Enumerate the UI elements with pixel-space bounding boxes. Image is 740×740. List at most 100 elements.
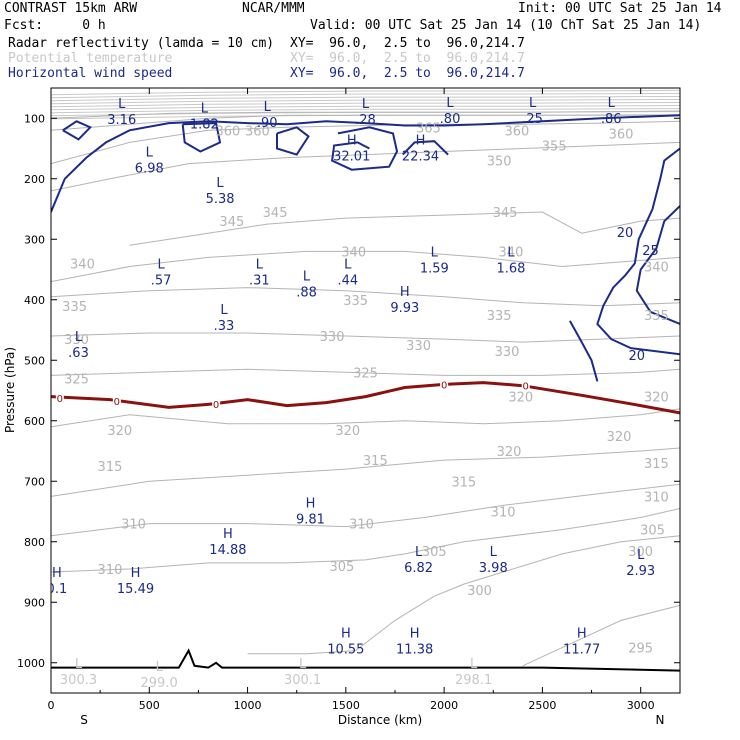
theta-label: 310 <box>98 563 123 578</box>
theta-label: 305 <box>329 560 354 575</box>
extremum-value: 0.1 <box>47 582 68 597</box>
extremum-value: .86 <box>601 112 622 127</box>
extremum-marker: H <box>410 627 420 642</box>
theta-contour-335 <box>51 287 680 307</box>
freezing-label-bg <box>112 394 121 406</box>
wind-contour-20 <box>51 114 680 213</box>
extremum-marker: H <box>306 497 316 512</box>
field-reflectivity: Radar reflectivity (lamda = 10 cm) <box>8 36 275 51</box>
theta-contour-345 <box>129 211 680 246</box>
extremum-value: 11.77 <box>563 643 600 658</box>
x-tick-label: 2500 <box>528 699 556 712</box>
theta-contour-330 <box>51 332 680 343</box>
theta-label: 335 <box>62 300 87 315</box>
extremum-marker: L <box>216 176 224 191</box>
extremum-marker: L <box>155 660 163 675</box>
theta-upper-contour <box>51 102 680 108</box>
extremum-marker: L <box>344 258 352 273</box>
theta-label: 310 <box>644 490 669 505</box>
extremum-value: 9.81 <box>296 513 325 528</box>
theta-label: 320 <box>335 424 360 439</box>
freezing-label: 0 <box>213 400 219 411</box>
theta-label: 360 <box>609 127 634 142</box>
freezing-line <box>51 381 680 415</box>
theta-label: 315 <box>644 457 669 472</box>
theta-label: 340 <box>644 260 669 275</box>
extremum-marker: L <box>264 100 272 115</box>
extremum-value: 1.68 <box>496 261 525 276</box>
plot-frame <box>50 87 681 694</box>
extremum-marker: H <box>347 134 357 149</box>
x-tick-label: 3000 <box>627 699 655 712</box>
extremum-marker: H <box>416 134 426 149</box>
extremum-value: .33 <box>214 319 235 334</box>
x-tick-label: 1500 <box>332 699 360 712</box>
extremum-marker: L <box>490 545 498 560</box>
theta-label: 365 <box>416 121 441 136</box>
freezing-label-bg <box>55 391 64 403</box>
extremum-value: 32.01 <box>333 150 370 165</box>
extremum-marker: L <box>146 146 154 161</box>
freezing-label: 0 <box>441 380 447 391</box>
extremum-value: 299.0 <box>141 676 178 691</box>
wind-label: 20 <box>617 226 634 241</box>
field-wind: Horizontal wind speed <box>8 66 173 81</box>
field-reflectivity-xy: XY= 96.0, 2.5 to 96.0,214.7 <box>290 36 525 51</box>
theta-label: 315 <box>98 460 123 475</box>
extremum-marker: H <box>400 285 410 300</box>
theta-label: 340 <box>70 257 95 272</box>
theta-contour-350 <box>51 141 680 192</box>
theta-label: 325 <box>353 366 378 381</box>
extremum-marker: L <box>470 657 478 672</box>
extremum-value: .31 <box>249 274 270 289</box>
extremum-value: .63 <box>68 346 89 361</box>
extremum-value: 22.34 <box>402 150 439 165</box>
extremum-value: 6.82 <box>404 561 433 576</box>
theta-upper-contour <box>51 89 680 96</box>
extremum-value: 1.82 <box>190 117 219 132</box>
extremum-marker: L <box>75 657 83 672</box>
center-name: NCAR/MMM <box>242 1 305 16</box>
terrain-line <box>51 648 680 672</box>
extremum-marker: L <box>529 96 537 111</box>
theta-label: 350 <box>487 155 512 170</box>
extremum-value: 9.93 <box>390 301 419 316</box>
theta-label: 310 <box>491 506 516 521</box>
field-wind-xy: XY= 96.0, 2.5 to 96.0,214.7 <box>290 66 525 81</box>
theta-label: 310 <box>121 518 146 533</box>
theta-label: 360 <box>245 124 270 139</box>
theta-upper-contour <box>51 96 680 102</box>
theta-label: 315 <box>451 475 476 490</box>
theta-label: 345 <box>219 215 244 230</box>
extremum-value: 14.88 <box>209 543 246 558</box>
extremum-marker: L <box>507 245 515 260</box>
y-tick-label: 900 <box>24 596 45 609</box>
theta-contour-360 <box>51 114 680 131</box>
wind-contour-20 <box>596 147 680 356</box>
extremum-value: 3.98 <box>479 561 508 576</box>
theta-label: 325 <box>64 372 89 387</box>
theta-label: 330 <box>406 339 431 354</box>
extremum-value: .25 <box>522 112 543 127</box>
theta-label: 330 <box>64 333 89 348</box>
south-label: S <box>80 713 88 727</box>
theta-label: 345 <box>263 206 288 221</box>
theta-upper-contour <box>51 99 680 105</box>
theta-label: 340 <box>499 245 524 260</box>
extremum-marker: L <box>201 101 209 116</box>
wind-contour-20 <box>569 320 599 382</box>
freezing-label: 0 <box>57 394 63 405</box>
y-tick-label: 700 <box>24 475 45 488</box>
extremum-marker: L <box>431 245 439 260</box>
extremum-value: 300.1 <box>284 673 321 688</box>
extremum-marker: L <box>303 270 311 285</box>
field-theta: Potential temperature <box>8 51 173 66</box>
extremum-value: .44 <box>337 274 358 289</box>
extremum-value: 298.1 <box>455 673 492 688</box>
x-tick-label: 500 <box>139 699 160 712</box>
extremum-value: 3.16 <box>107 113 136 128</box>
extremum-marker: L <box>157 258 165 273</box>
extremum-marker: L <box>220 303 228 318</box>
extremum-value: 5.38 <box>206 192 235 207</box>
freezing-label: 0 <box>523 382 529 393</box>
